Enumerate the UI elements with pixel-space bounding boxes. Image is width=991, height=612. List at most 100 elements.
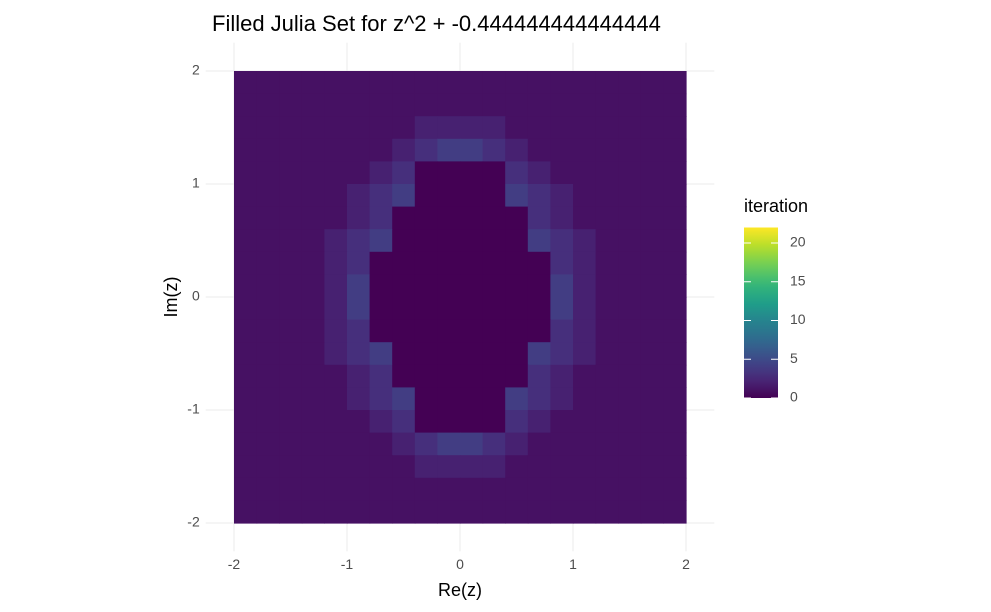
x-tick-label: -1 <box>341 556 354 572</box>
raster-cell <box>347 251 371 275</box>
raster-cell <box>573 116 597 140</box>
raster-cell <box>550 500 574 524</box>
raster-cell <box>324 410 348 434</box>
raster-cell <box>301 251 325 275</box>
raster-cell <box>301 229 325 253</box>
raster-cell <box>573 71 597 95</box>
raster-cell <box>550 432 574 456</box>
raster-cell <box>482 229 506 253</box>
raster-cell <box>347 229 371 253</box>
raster-cell <box>437 297 461 321</box>
raster-cell <box>482 71 506 95</box>
raster-cell <box>527 71 551 95</box>
raster-cell <box>527 297 551 321</box>
raster-cell <box>460 71 484 95</box>
raster-cell <box>414 71 438 95</box>
raster-cell <box>550 364 574 388</box>
raster-cell <box>324 71 348 95</box>
raster-cell <box>482 93 506 117</box>
raster-cell <box>324 184 348 208</box>
raster-cell <box>595 161 619 185</box>
colorbar <box>744 227 778 398</box>
raster-cell <box>505 432 529 456</box>
raster-cell <box>640 229 664 253</box>
raster-cell <box>663 364 687 388</box>
raster-cell <box>279 206 303 230</box>
raster-cell <box>618 251 642 275</box>
raster-cell <box>324 161 348 185</box>
raster-cell <box>369 432 393 456</box>
raster-cell <box>618 455 642 479</box>
raster-cell <box>460 93 484 117</box>
raster-cell <box>256 206 280 230</box>
raster-cell <box>618 138 642 162</box>
raster-cell <box>301 387 325 411</box>
raster-cell <box>460 206 484 230</box>
raster-cell <box>301 161 325 185</box>
raster-cell <box>234 116 258 140</box>
raster-cell <box>550 93 574 117</box>
raster-cell <box>301 206 325 230</box>
raster-cell <box>460 342 484 366</box>
raster-cell <box>663 138 687 162</box>
raster-cell <box>663 410 687 434</box>
raster-cell <box>324 229 348 253</box>
raster-cell <box>414 432 438 456</box>
raster-cell <box>414 455 438 479</box>
raster-cell <box>279 410 303 434</box>
raster-cell <box>482 432 506 456</box>
raster-cell <box>595 116 619 140</box>
raster-cell <box>324 364 348 388</box>
raster-cell <box>369 319 393 343</box>
y-tick-label: 0 <box>192 288 200 304</box>
raster-cell <box>505 342 529 366</box>
colorbar-label: 0 <box>790 389 798 405</box>
raster-cell <box>573 319 597 343</box>
raster-cell <box>663 432 687 456</box>
raster-cell <box>482 410 506 434</box>
raster-cell <box>369 116 393 140</box>
raster-cell <box>437 116 461 140</box>
raster-cell <box>460 455 484 479</box>
raster-cell <box>437 432 461 456</box>
raster-cell <box>663 297 687 321</box>
raster-cell <box>573 364 597 388</box>
raster-cell <box>437 251 461 275</box>
raster-cell <box>392 138 416 162</box>
raster-cell <box>437 319 461 343</box>
raster-cell <box>618 161 642 185</box>
raster-cell <box>550 184 574 208</box>
raster-cell <box>256 229 280 253</box>
raster-cell <box>256 138 280 162</box>
raster-cell <box>618 71 642 95</box>
raster-cell <box>324 319 348 343</box>
raster-cell <box>482 206 506 230</box>
raster-cell <box>550 138 574 162</box>
raster-cell <box>663 71 687 95</box>
raster-cell <box>256 342 280 366</box>
raster-cell <box>595 206 619 230</box>
raster-cell <box>437 229 461 253</box>
raster-cell <box>369 93 393 117</box>
y-tick-label: 2 <box>192 62 200 78</box>
raster-cell <box>234 319 258 343</box>
raster-cell <box>595 477 619 501</box>
raster-cell <box>279 477 303 501</box>
raster-cell <box>618 93 642 117</box>
raster-cell <box>550 319 574 343</box>
raster-cell <box>460 432 484 456</box>
raster-cell <box>595 184 619 208</box>
raster-cell <box>414 274 438 298</box>
raster-cell <box>663 251 687 275</box>
raster-cell <box>437 184 461 208</box>
raster-cell <box>324 455 348 479</box>
raster-cell <box>347 319 371 343</box>
raster-cell <box>505 274 529 298</box>
raster-cell <box>505 500 529 524</box>
raster-cell <box>595 319 619 343</box>
raster-cell <box>550 71 574 95</box>
raster-cell <box>460 387 484 411</box>
raster-cell <box>527 206 551 230</box>
raster-cell <box>640 455 664 479</box>
raster-cell <box>640 477 664 501</box>
